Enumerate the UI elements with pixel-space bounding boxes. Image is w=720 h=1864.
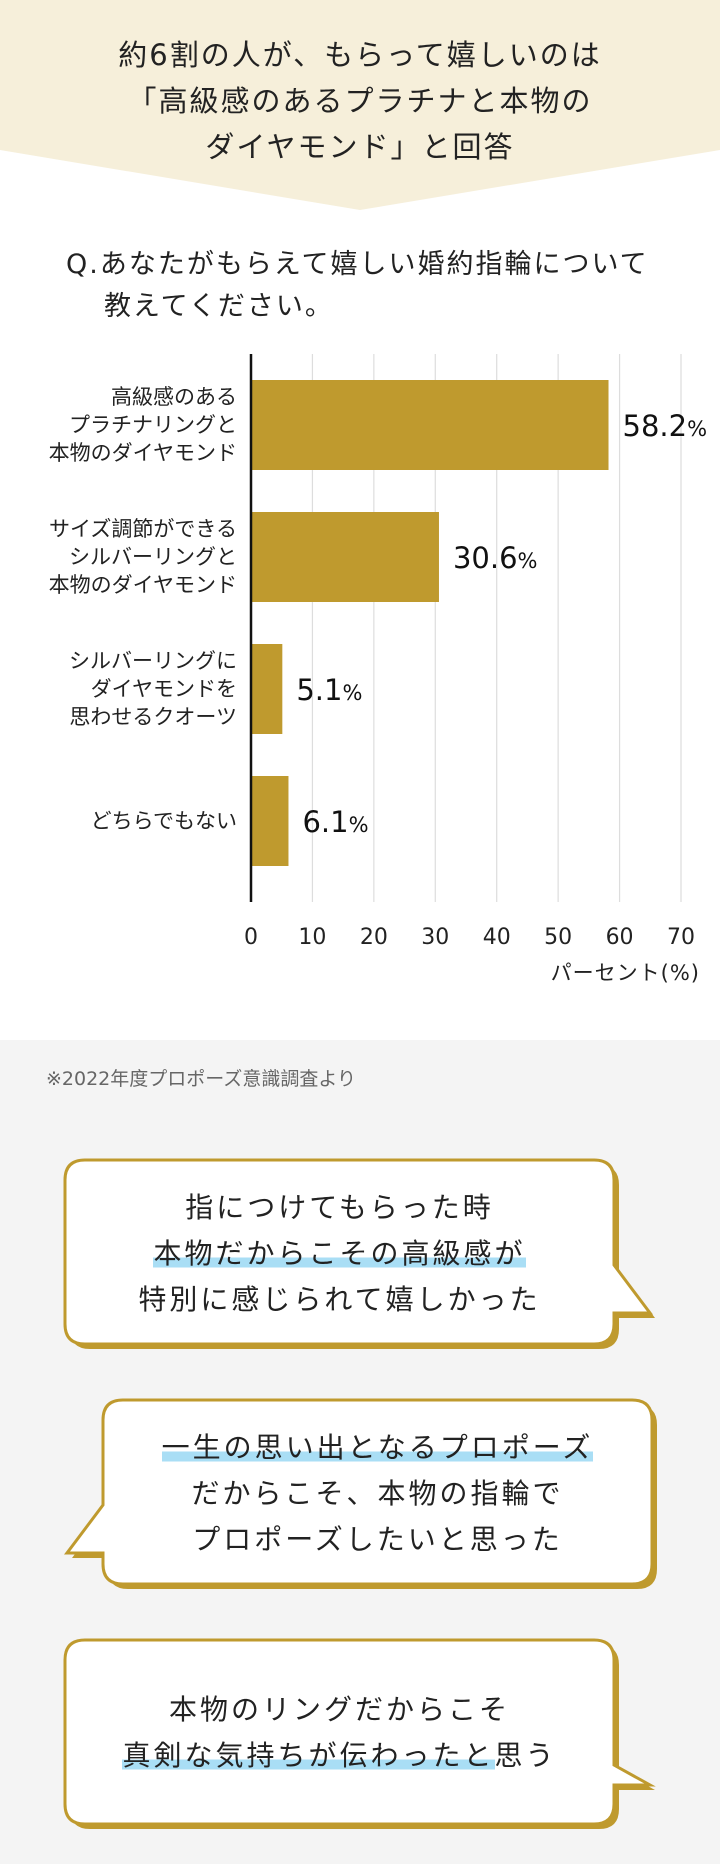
bar-2 xyxy=(251,644,283,734)
banner-line-1: 約6割の人が、もらって嬉しいのは xyxy=(118,38,602,72)
banner-line-3: ダイヤモンド」と回答 xyxy=(205,130,515,164)
bubble-1-line-2: 本物だからこその高級感が xyxy=(65,1232,614,1272)
value-unit-1: % xyxy=(518,549,538,573)
survey-bar-chart: 高級感のあるプラチナリングと本物のダイヤモンドサイズ調節ができるシルバーリングと… xyxy=(49,354,707,985)
bubble-2-line-2: だからこそ、本物の指輪で xyxy=(191,1477,564,1510)
bar-3 xyxy=(251,776,289,866)
bubble-3-highlight: 真剣な気持ちが伝わったと xyxy=(122,1739,495,1772)
banner-background xyxy=(0,0,720,210)
category-label-1-1: シルバーリングと xyxy=(69,545,237,569)
x-tick-60: 60 xyxy=(606,925,634,950)
bubble-3-line-2-rest: 思う xyxy=(494,1739,557,1772)
value-unit-0: % xyxy=(687,417,707,441)
bubble-2-line-3: プロポーズしたいと思った xyxy=(192,1523,563,1556)
banner-line-2: 「高級感のあるプラチナと本物の xyxy=(127,84,593,118)
x-tick-30: 30 xyxy=(421,925,449,950)
x-tick-0: 0 xyxy=(244,925,258,950)
category-label-1-0: サイズ調節ができる xyxy=(49,517,237,541)
chart-gridlines xyxy=(311,354,682,902)
bubble-1-line-1: 指につけてもらった時 xyxy=(185,1191,494,1224)
bubble-1-line-3: 特別に感じられて嬉しかった xyxy=(138,1283,541,1316)
category-label-2-0: シルバーリングに xyxy=(69,649,237,673)
chart-bars xyxy=(251,380,609,866)
source-note: ※2022年度プロポーズ意識調査より xyxy=(46,1068,356,1090)
x-tick-40: 40 xyxy=(483,925,511,950)
bar-1 xyxy=(251,512,439,602)
bubble-3-line-2: 真剣な気持ちが伝わったと思う xyxy=(65,1734,614,1774)
category-label-1-2: 本物のダイヤモンド xyxy=(49,573,237,597)
value-unit-3: % xyxy=(349,813,369,837)
x-tick-70: 70 xyxy=(667,925,695,950)
header-banner xyxy=(0,0,720,210)
category-label-0-0: 高級感のある xyxy=(111,385,237,409)
value-unit-2: % xyxy=(342,681,362,705)
category-label-2-2: 思わせるクオーツ xyxy=(69,705,237,729)
question-line-2: 教えてください。 xyxy=(104,291,334,322)
bubble-2-highlight: 一生の思い出となるプロポーズ xyxy=(161,1431,594,1464)
category-label-0-1: プラチナリングと xyxy=(69,413,237,437)
speech-bubble-3 xyxy=(63,1638,656,1826)
question-line-1: Q.あなたがもらえて嬉しい婚約指輪について xyxy=(66,249,649,280)
x-tick-20: 20 xyxy=(360,925,388,950)
chart-category-labels: 高級感のあるプラチナリングと本物のダイヤモンドサイズ調節ができるシルバーリングと… xyxy=(49,385,237,833)
chart-x-axis-label: パーセント(%) xyxy=(551,961,700,985)
category-label-3-0: どちらでもない xyxy=(91,809,237,833)
bar-0 xyxy=(251,380,609,470)
bubble-1-highlight: 本物だからこその高級感が xyxy=(153,1237,526,1270)
x-tick-50: 50 xyxy=(544,925,572,950)
category-label-0-2: 本物のダイヤモンド xyxy=(49,441,237,465)
chart-x-ticks: 0 10 20 30 40 50 60 70 xyxy=(244,925,695,950)
category-label-2-1: ダイヤモンドを xyxy=(91,677,237,701)
x-tick-10: 10 xyxy=(298,925,326,950)
bubble-2-line-1: 一生の思い出となるプロポーズ xyxy=(103,1426,652,1466)
bubble-3-line-1: 本物のリングだからこそ xyxy=(168,1693,510,1726)
